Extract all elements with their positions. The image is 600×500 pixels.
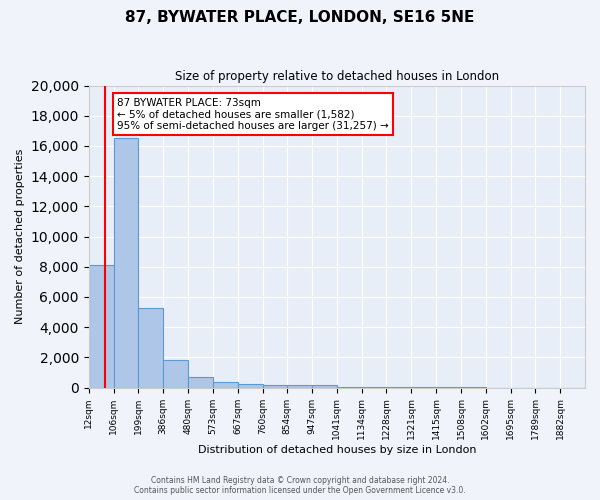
- Text: 87, BYWATER PLACE, LONDON, SE16 5NE: 87, BYWATER PLACE, LONDON, SE16 5NE: [125, 10, 475, 25]
- Bar: [213, 382, 238, 388]
- Bar: [138, 308, 163, 388]
- Bar: [337, 387, 362, 388]
- Bar: [89, 266, 113, 388]
- Bar: [113, 138, 138, 388]
- Y-axis label: Number of detached properties: Number of detached properties: [15, 149, 25, 324]
- Title: Size of property relative to detached houses in London: Size of property relative to detached ho…: [175, 70, 499, 83]
- X-axis label: Distribution of detached houses by size in London: Distribution of detached houses by size …: [197, 445, 476, 455]
- Bar: [263, 384, 287, 388]
- Text: Contains HM Land Registry data © Crown copyright and database right 2024.
Contai: Contains HM Land Registry data © Crown c…: [134, 476, 466, 495]
- Bar: [312, 386, 337, 388]
- Bar: [238, 384, 263, 388]
- Bar: [163, 360, 188, 388]
- Text: 87 BYWATER PLACE: 73sqm
← 5% of detached houses are smaller (1,582)
95% of semi-: 87 BYWATER PLACE: 73sqm ← 5% of detached…: [118, 98, 389, 131]
- Bar: [188, 377, 213, 388]
- Bar: [287, 385, 312, 388]
